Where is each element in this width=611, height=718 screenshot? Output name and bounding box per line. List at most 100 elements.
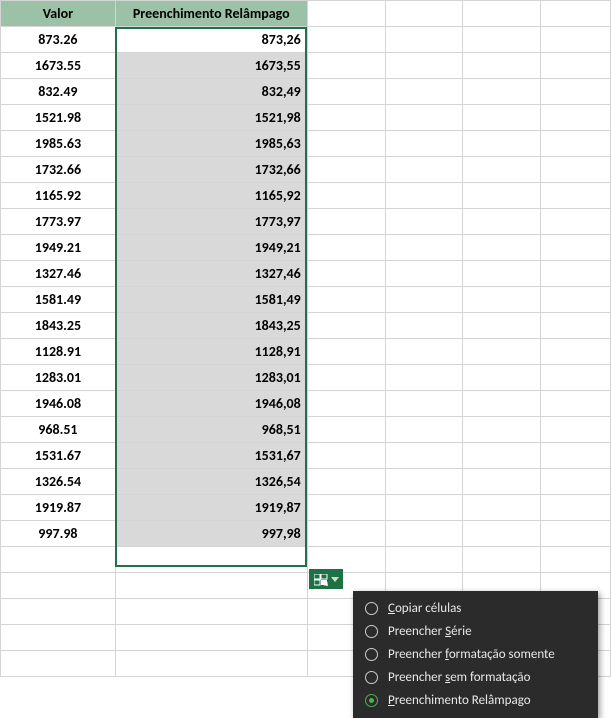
empty-cell[interactable] [463,365,541,391]
empty-cell[interactable] [541,443,611,469]
empty-cell[interactable] [541,209,611,235]
cell-valor[interactable]: 1326.54 [1,469,116,495]
empty-cell[interactable] [541,183,611,209]
empty-cell[interactable] [115,573,307,599]
empty-cell[interactable] [463,495,541,521]
empty-cell[interactable] [307,105,385,131]
cell-preenchimento[interactable]: 1283,01 [115,365,307,391]
empty-cell[interactable] [115,547,307,573]
empty-cell[interactable] [463,417,541,443]
empty-cell[interactable] [463,209,541,235]
empty-cell[interactable] [541,313,611,339]
empty-cell[interactable] [541,105,611,131]
empty-cell[interactable] [385,365,463,391]
empty-cell[interactable] [541,235,611,261]
empty-cell[interactable] [307,235,385,261]
empty-cell[interactable] [463,235,541,261]
empty-cell[interactable] [1,573,116,599]
empty-header[interactable] [463,1,541,27]
empty-cell[interactable] [385,443,463,469]
empty-cell[interactable] [385,261,463,287]
cell-valor[interactable]: 1843.25 [1,313,116,339]
cell-preenchimento[interactable]: 1985,63 [115,131,307,157]
menu-item[interactable]: Preencher formatação somente [353,643,598,666]
empty-cell[interactable] [307,521,385,547]
cell-preenchimento[interactable]: 968,51 [115,417,307,443]
empty-cell[interactable] [541,547,611,573]
empty-cell[interactable] [463,287,541,313]
empty-header[interactable] [307,1,385,27]
cell-preenchimento[interactable]: 1773,97 [115,209,307,235]
cell-valor[interactable]: 1531.67 [1,443,116,469]
empty-cell[interactable] [541,131,611,157]
cell-preenchimento[interactable]: 1946,08 [115,391,307,417]
empty-cell[interactable] [463,339,541,365]
empty-cell[interactable] [385,183,463,209]
empty-cell[interactable] [463,105,541,131]
empty-cell[interactable] [115,651,307,677]
cell-preenchimento[interactable]: 1581,49 [115,287,307,313]
empty-cell[interactable] [1,599,116,625]
empty-cell[interactable] [385,287,463,313]
empty-cell[interactable] [463,131,541,157]
empty-cell[interactable] [307,417,385,443]
cell-valor[interactable]: 1521.98 [1,105,116,131]
cell-valor[interactable]: 1985.63 [1,131,116,157]
cell-valor[interactable]: 1946.08 [1,391,116,417]
empty-cell[interactable] [307,131,385,157]
empty-cell[interactable] [307,53,385,79]
cell-preenchimento[interactable]: 873,26 [115,27,307,53]
empty-cell[interactable] [463,469,541,495]
empty-cell[interactable] [385,469,463,495]
autofill-options-button[interactable] [309,569,343,589]
empty-cell[interactable] [541,521,611,547]
empty-cell[interactable] [385,131,463,157]
empty-cell[interactable] [115,625,307,651]
empty-cell[interactable] [385,339,463,365]
empty-cell[interactable] [541,391,611,417]
cell-valor[interactable]: 1128.91 [1,339,116,365]
empty-cell[interactable] [307,287,385,313]
empty-cell[interactable] [307,183,385,209]
empty-cell[interactable] [307,261,385,287]
empty-cell[interactable] [1,547,116,573]
cell-preenchimento[interactable]: 1326,54 [115,469,307,495]
empty-cell[interactable] [307,391,385,417]
menu-item[interactable]: Preencher Série [353,620,598,643]
empty-cell[interactable] [307,469,385,495]
cell-valor[interactable]: 968.51 [1,417,116,443]
cell-preenchimento[interactable]: 1843,25 [115,313,307,339]
empty-cell[interactable] [541,287,611,313]
empty-cell[interactable] [307,339,385,365]
empty-cell[interactable] [541,469,611,495]
empty-cell[interactable] [541,365,611,391]
cell-preenchimento[interactable]: 1673,55 [115,53,307,79]
cell-valor[interactable]: 1949.21 [1,235,116,261]
empty-header[interactable] [541,1,611,27]
empty-cell[interactable] [307,157,385,183]
empty-cell[interactable] [463,261,541,287]
empty-cell[interactable] [385,105,463,131]
empty-cell[interactable] [463,53,541,79]
cell-valor[interactable]: 1581.49 [1,287,116,313]
cell-preenchimento[interactable]: 997,98 [115,521,307,547]
cell-preenchimento[interactable]: 1165,92 [115,183,307,209]
empty-cell[interactable] [307,209,385,235]
empty-cell[interactable] [307,27,385,53]
cell-preenchimento[interactable]: 1521,98 [115,105,307,131]
header-valor[interactable]: Valor [1,1,116,27]
cell-valor[interactable]: 832.49 [1,79,116,105]
menu-item[interactable]: Preencher sem formatação [353,666,598,689]
empty-cell[interactable] [385,547,463,573]
empty-cell[interactable] [541,495,611,521]
empty-cell[interactable] [541,27,611,53]
empty-cell[interactable] [385,521,463,547]
cell-valor[interactable]: 1165.92 [1,183,116,209]
empty-cell[interactable] [541,261,611,287]
cell-valor[interactable]: 873.26 [1,27,116,53]
cell-preenchimento[interactable]: 1732,66 [115,157,307,183]
empty-cell[interactable] [385,235,463,261]
empty-cell[interactable] [1,651,116,677]
empty-cell[interactable] [1,625,116,651]
header-preenchimento[interactable]: Preenchimento Relâmpago [115,1,307,27]
